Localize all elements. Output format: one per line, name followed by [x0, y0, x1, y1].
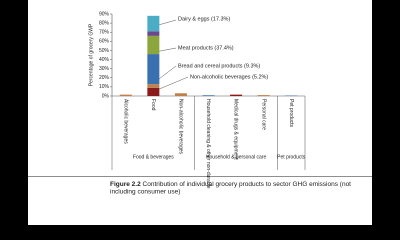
- y-tick-label: 50%: [99, 48, 110, 54]
- bar-segment: [174, 93, 187, 96]
- group-label: Food & beverages: [133, 154, 174, 160]
- bar-segment: [119, 94, 132, 96]
- y-tick-label: 40%: [99, 57, 110, 63]
- caption-rule: [28, 176, 372, 177]
- group-label: Household & personal care: [206, 154, 267, 160]
- bar-segment: [147, 15, 160, 32]
- bar-segment: [147, 35, 160, 55]
- bar-segment: [147, 87, 160, 96]
- caption-line: Contribution of individual grocery produ…: [143, 181, 352, 188]
- x-tick-label: Personal care: [260, 99, 266, 130]
- y-tick-label: 60%: [99, 39, 110, 45]
- y-tick-label: 80%: [99, 20, 110, 26]
- y-tick-label: 70%: [99, 30, 110, 36]
- annotation: Dairy & eggs (17.3%): [178, 16, 230, 22]
- y-tick-label: 20%: [99, 75, 110, 81]
- bar-segment: [230, 94, 243, 96]
- group-label: Pet products: [277, 154, 306, 160]
- caption: Figure 2.2 Contribution of individual gr…: [110, 181, 351, 188]
- bar-segment: [257, 95, 270, 96]
- annotation: Bread and cereal products (9.3%): [178, 63, 260, 69]
- y-tick-label: 90%: [99, 11, 110, 17]
- y-tick-label: 0%: [102, 93, 110, 99]
- caption-line: including consumer use): [110, 189, 180, 196]
- chart: Percentage of grocery GWP Dairy & eggs (…: [28, 0, 372, 225]
- page: [28, 0, 372, 225]
- bar-segment: [147, 54, 160, 85]
- x-tick-label: Medical drugs & equipment: [233, 99, 239, 160]
- x-tick-label: Pet products: [288, 99, 294, 128]
- bar-segment: [147, 84, 160, 88]
- y-axis-label: Percentage of grocery GWP: [88, 23, 94, 86]
- x-tick-label: Non-alcoholic beverages: [178, 99, 184, 155]
- x-tick-label: Household cleaning & other non-durable: [205, 99, 211, 189]
- y-tick-label: 10%: [99, 84, 110, 90]
- caption-label: Figure 2.2: [110, 181, 141, 188]
- annotation: Meat products (37.4%): [178, 45, 234, 51]
- annotation: Non-alcoholic beverages (5.2%): [190, 74, 268, 80]
- x-tick-label: Food: [150, 99, 156, 111]
- x-tick-label: Alcoholic beverages: [122, 99, 128, 144]
- y-tick-label: 30%: [99, 66, 110, 72]
- bar-segment: [202, 95, 215, 96]
- bar-segment: [147, 31, 160, 36]
